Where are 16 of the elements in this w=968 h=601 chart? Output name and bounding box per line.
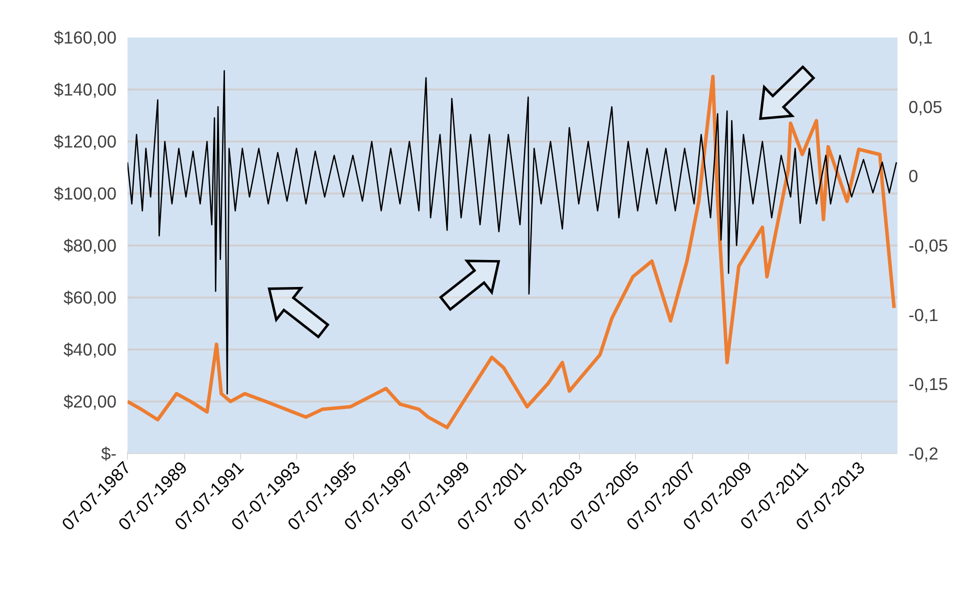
y2-tick-label: 0,05 [908, 96, 942, 117]
y2-tick-label: -0,1 [908, 304, 938, 325]
y2-tick-label: 0,1 [908, 28, 933, 48]
y2-tick-label: -0,05 [908, 236, 948, 256]
y2-tick-label: 0 [908, 166, 918, 186]
y2-tick-label: -0,15 [908, 374, 948, 394]
y-tick-label: $40,00 [64, 340, 116, 360]
y-tick-label: $80,00 [64, 236, 116, 256]
y2-tick-label: -0,2 [908, 444, 938, 464]
y-tick-label: $- [101, 444, 117, 464]
y-tick-label: $160,00 [54, 28, 117, 48]
y-tick-label: $20,00 [64, 392, 116, 412]
y-tick-label: $140,00 [54, 80, 117, 100]
y-tick-label: $60,00 [64, 288, 116, 308]
y-tick-label: $120,00 [54, 132, 117, 152]
y-tick-label: $100,00 [54, 184, 117, 204]
